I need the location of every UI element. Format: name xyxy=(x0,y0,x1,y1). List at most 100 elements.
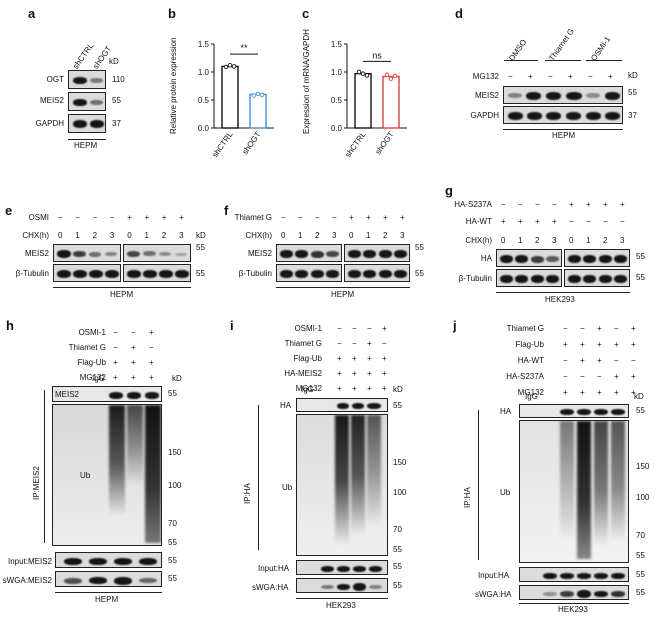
kd-marker: 55 xyxy=(196,243,205,252)
kd-marker: 55 xyxy=(636,588,645,597)
condition-symbol: + xyxy=(367,384,372,393)
condition-symbol: 1 xyxy=(75,231,80,240)
condition-label: Thiamet G xyxy=(68,343,106,352)
condition-symbol: + xyxy=(563,388,568,397)
condition-symbol: + xyxy=(586,200,591,209)
condition-symbol: + xyxy=(149,358,154,367)
kd-marker: 70 xyxy=(168,519,177,528)
blot-row-label: Input:MEIS2 xyxy=(7,557,52,566)
condition-symbol: 1 xyxy=(518,236,523,245)
condition-label: OSMI-1 xyxy=(78,328,106,337)
condition-symbol: − xyxy=(367,324,372,333)
condition-symbol: + xyxy=(337,354,342,363)
data-point xyxy=(388,76,394,81)
condition-symbol: + xyxy=(563,340,568,349)
kd-marker: 55 xyxy=(168,538,177,547)
condition-label: Thiamet G xyxy=(284,339,322,348)
bar xyxy=(354,72,372,129)
kd-marker: 110 xyxy=(112,75,125,84)
condition-symbol: 1 xyxy=(144,231,149,240)
panel-letter-i: i xyxy=(230,318,234,333)
blot-row-label: MEIS2 xyxy=(474,91,499,100)
condition-symbol: 0 xyxy=(569,236,574,245)
western-blot-strip xyxy=(55,552,162,568)
blot-row-label: Input:HA xyxy=(258,564,290,573)
condition-symbol: − xyxy=(332,213,337,222)
condition-symbol: + xyxy=(367,354,372,363)
significance-label: ns xyxy=(372,50,382,60)
condition-symbol: + xyxy=(382,324,387,333)
condition-symbol: + xyxy=(631,388,636,397)
kd-marker: 55 xyxy=(112,96,121,105)
condition-symbol: − xyxy=(552,200,557,209)
bar-chart-c: 0.0 0.5 1.0 1.5 shCTRL shOGT ns xyxy=(331,40,407,160)
condition-symbol: + xyxy=(580,340,585,349)
condition-symbol: 2 xyxy=(315,231,320,240)
condition-symbol: − xyxy=(337,339,342,348)
condition-symbol: − xyxy=(352,339,357,348)
condition-symbol: + xyxy=(337,369,342,378)
y-tick-label: 0.5 xyxy=(331,96,343,105)
condition-symbol: 0 xyxy=(58,231,63,240)
blot-row-label: sWGA:HA xyxy=(475,590,512,599)
condition-symbol: 2 xyxy=(383,231,388,240)
kd-marker: 55 xyxy=(393,581,402,590)
kd-header: kD xyxy=(172,374,182,383)
condition-symbol: + xyxy=(113,373,118,382)
condition-symbol: − xyxy=(508,72,513,81)
data-point xyxy=(251,93,257,98)
blot-row-label: HA xyxy=(480,254,492,263)
condition-symbol: + xyxy=(597,388,602,397)
condition-symbol: − xyxy=(131,328,136,337)
blot-row-label: HA xyxy=(500,407,512,416)
x-tick-label: shCTRL xyxy=(343,130,368,160)
condition-symbol: + xyxy=(113,358,118,367)
y-tick-label: 0.0 xyxy=(198,124,210,133)
condition-label: HA-S237A xyxy=(454,200,492,209)
western-blot-strip xyxy=(496,269,562,287)
blot-row-label: sWGA:MEIS2 xyxy=(2,576,52,585)
condition-symbol: + xyxy=(603,200,608,209)
condition-symbol: + xyxy=(366,213,371,222)
kd-header: kD xyxy=(628,71,638,80)
condition-symbol: − xyxy=(337,324,342,333)
blot-row-label: Input:HA xyxy=(478,571,510,580)
condition-symbol: − xyxy=(113,343,118,352)
kd-marker: 55 xyxy=(168,574,177,583)
western-blot-strip xyxy=(503,86,623,104)
western-blot-strip xyxy=(53,264,121,282)
condition-label: Thiamet G xyxy=(506,324,544,333)
data-point xyxy=(384,72,390,78)
condition-symbol: − xyxy=(563,324,568,333)
bar xyxy=(221,65,239,129)
condition-symbol: − xyxy=(563,372,568,381)
condition-symbol: − xyxy=(113,328,118,337)
condition-symbol: 3 xyxy=(109,231,115,240)
condition-symbol: + xyxy=(597,324,602,333)
western-blot-strip xyxy=(55,571,162,587)
kd-marker: 55 xyxy=(628,88,637,97)
significance-label: ** xyxy=(240,43,248,53)
condition-symbol: 0 xyxy=(501,236,506,245)
condition-symbol: + xyxy=(382,354,387,363)
condition-label: HA-WT xyxy=(517,356,544,365)
western-blot-strip xyxy=(519,567,629,582)
condition-symbol: − xyxy=(535,200,540,209)
panel-letter-e: e xyxy=(5,203,13,218)
condition-symbol: + xyxy=(552,217,557,226)
condition-label: HA-WT xyxy=(465,217,492,226)
condition-symbol: + xyxy=(149,328,154,337)
condition-label: MG132 xyxy=(472,72,499,81)
condition-symbol: + xyxy=(337,384,342,393)
kd-marker: 150 xyxy=(636,462,650,471)
y-axis-label: Expression of mRNA/GAPDH xyxy=(302,29,311,134)
condition-symbol: − xyxy=(569,217,574,226)
condition-label: CHX(h) xyxy=(245,231,272,240)
panel-letter-b: b xyxy=(168,6,176,21)
igg-label: IgG xyxy=(525,392,538,401)
condition-symbol: − xyxy=(298,213,303,222)
condition-symbol: − xyxy=(518,200,523,209)
kd-marker: 150 xyxy=(168,448,182,457)
kd-marker: 55 xyxy=(636,406,645,415)
kd-marker: 55 xyxy=(168,389,177,398)
